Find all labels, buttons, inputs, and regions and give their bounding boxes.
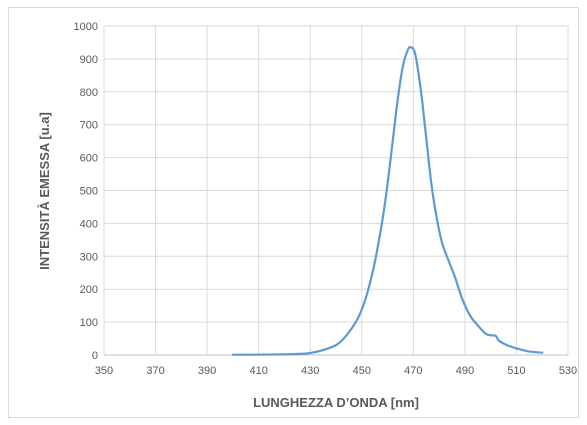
tick-labels: 350 370 390 410 430 450 470 490 510 530 0 100 200 300… xyxy=(74,21,578,377)
series-layer xyxy=(231,45,544,356)
x-tick-label: 410 xyxy=(249,365,267,377)
x-tick-label: 430 xyxy=(301,365,319,377)
y-tick-label: 500 xyxy=(80,186,98,198)
y-tick-label: 700 xyxy=(80,120,98,132)
y-axis-title: INTENSITÀ EMESSA [u.a] xyxy=(37,112,52,270)
x-tick-label: 390 xyxy=(198,365,216,377)
series-line xyxy=(231,45,544,356)
y-tick-label: 600 xyxy=(80,153,98,165)
y-tick-label: 100 xyxy=(80,317,98,329)
y-tick-label: 1000 xyxy=(74,21,98,33)
y-tick-label: 300 xyxy=(80,251,98,263)
x-tick-label: 510 xyxy=(507,365,525,377)
x-tick-label: 470 xyxy=(404,365,422,377)
x-tick-label: 450 xyxy=(353,365,371,377)
x-tick-label: 350 xyxy=(95,365,113,377)
x-axis-title: LUNGHEZZA D’ONDA [nm] xyxy=(253,395,419,410)
y-tick-label: 900 xyxy=(80,54,98,66)
gridlines xyxy=(103,25,569,355)
x-tick-label: 490 xyxy=(456,365,474,377)
chart-frame xyxy=(8,7,579,418)
x-tick-label: 530 xyxy=(559,365,577,377)
y-tick-label: 800 xyxy=(80,87,98,99)
y-tick-label: 400 xyxy=(80,218,98,230)
y-tick-label: 0 xyxy=(92,350,98,362)
y-tick-label: 200 xyxy=(80,284,98,296)
x-tick-label: 370 xyxy=(146,365,164,377)
